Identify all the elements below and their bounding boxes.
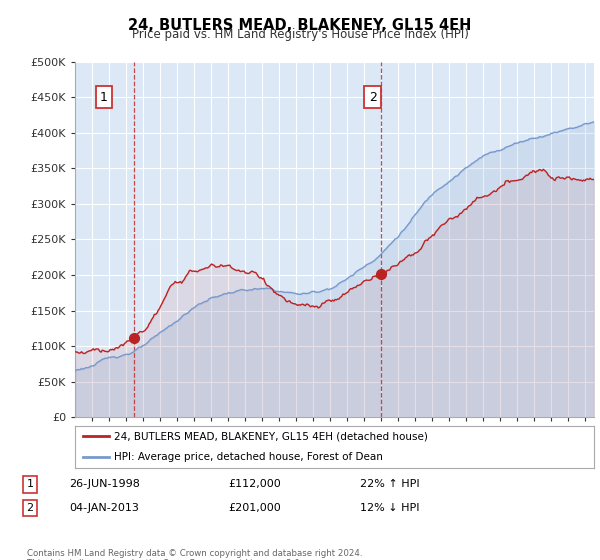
Text: 1: 1 — [100, 91, 108, 104]
Text: 2: 2 — [369, 91, 377, 104]
Text: 22% ↑ HPI: 22% ↑ HPI — [360, 479, 419, 489]
Text: 2: 2 — [26, 503, 34, 513]
Text: HPI: Average price, detached house, Forest of Dean: HPI: Average price, detached house, Fore… — [114, 452, 383, 462]
Text: 24, BUTLERS MEAD, BLAKENEY, GL15 4EH: 24, BUTLERS MEAD, BLAKENEY, GL15 4EH — [128, 18, 472, 33]
Text: Contains HM Land Registry data © Crown copyright and database right 2024.
This d: Contains HM Land Registry data © Crown c… — [27, 549, 362, 560]
Text: 12% ↓ HPI: 12% ↓ HPI — [360, 503, 419, 513]
Text: 24, BUTLERS MEAD, BLAKENEY, GL15 4EH (detached house): 24, BUTLERS MEAD, BLAKENEY, GL15 4EH (de… — [114, 431, 428, 441]
Text: £112,000: £112,000 — [228, 479, 281, 489]
Text: 26-JUN-1998: 26-JUN-1998 — [69, 479, 140, 489]
Text: Price paid vs. HM Land Registry's House Price Index (HPI): Price paid vs. HM Land Registry's House … — [131, 28, 469, 41]
Text: £201,000: £201,000 — [228, 503, 281, 513]
Text: 04-JAN-2013: 04-JAN-2013 — [69, 503, 139, 513]
Text: 1: 1 — [26, 479, 34, 489]
